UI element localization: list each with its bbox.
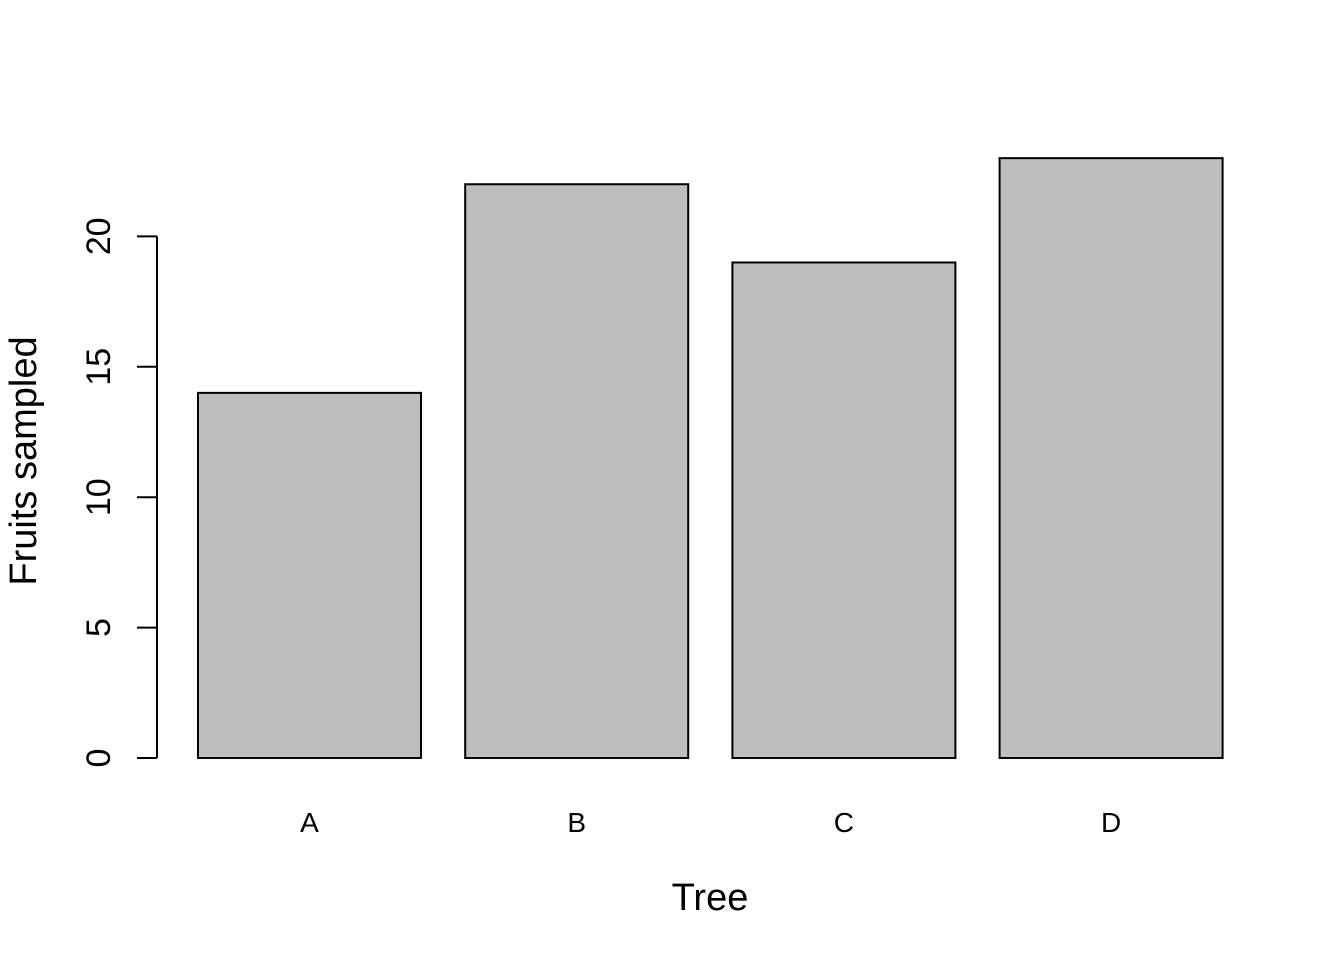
y-tick-label-5: 5 [80, 618, 118, 637]
y-tick-label-15: 15 [80, 348, 118, 386]
bars-group [197, 157, 1224, 760]
x-tick-label-D: D [1101, 807, 1121, 838]
y-tick-label-0: 0 [80, 749, 118, 768]
bar-C [731, 261, 957, 759]
bar-A [197, 391, 422, 759]
x-tick-label-B: B [567, 807, 586, 838]
bar-D [998, 157, 1224, 760]
bar-B [464, 183, 690, 760]
y-tick-label-20: 20 [80, 217, 118, 255]
y-tick-label-10: 10 [80, 478, 118, 516]
y-axis: 0 5 10 15 20 [80, 217, 158, 768]
y-axis-title: Fruits sampled [3, 336, 45, 585]
x-tick-label-C: C [834, 807, 854, 838]
x-axis-title: Tree [672, 877, 749, 919]
x-category-labels: A B C D [300, 807, 1121, 838]
x-tick-label-A: A [300, 807, 319, 838]
